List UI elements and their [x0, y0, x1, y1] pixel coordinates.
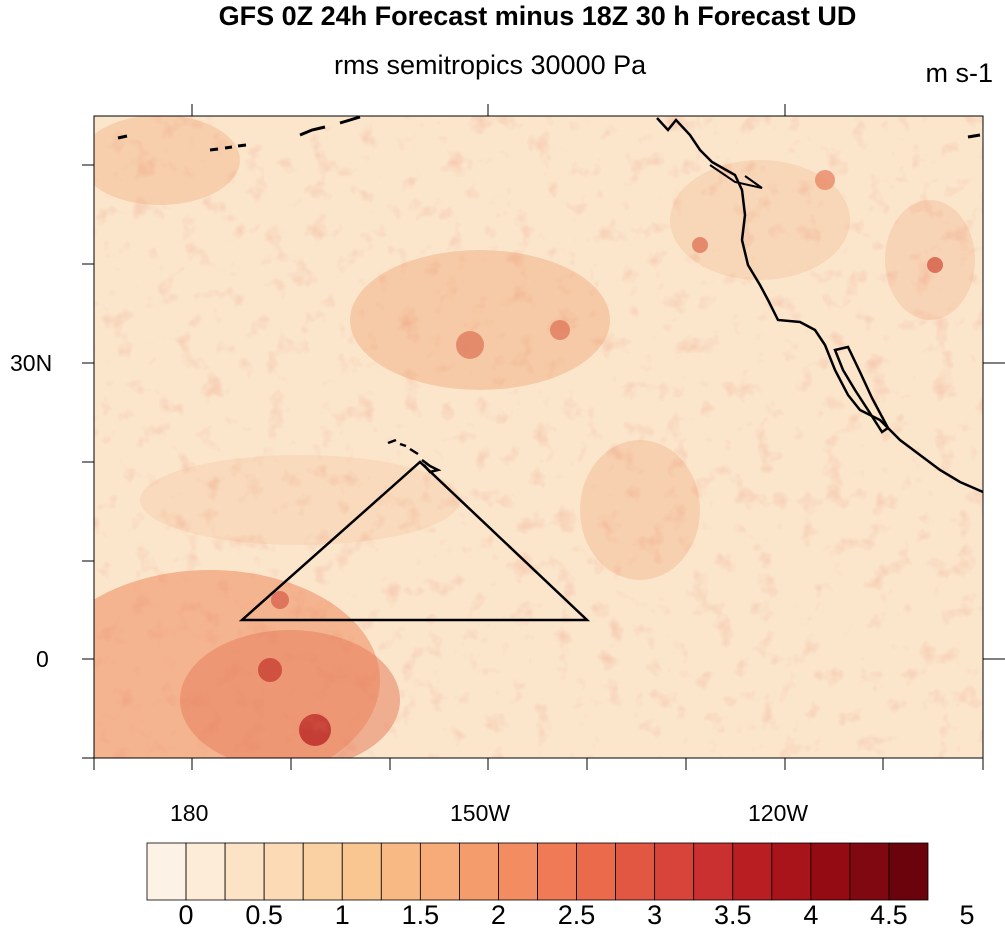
colorbar-box: [341, 842, 382, 901]
colorbar-label: 4: [803, 900, 819, 930]
chart-title: GFS 0Z 24h Forecast minus 18Z 30 h Forec…: [218, 1, 857, 31]
colorbar-box: [888, 842, 929, 901]
colorbar-label: 2: [490, 900, 506, 930]
colorbar-box: [302, 842, 343, 901]
colorbar-box: [849, 842, 890, 901]
colorbar-box: [615, 842, 656, 901]
colorbar-box: [419, 842, 460, 901]
map-frame: [93, 115, 984, 759]
hawaii-islands: [387, 438, 442, 474]
lon-label-150w: 150W: [450, 800, 511, 826]
baja-coastline: [833, 345, 890, 434]
colorbar-box: [498, 842, 538, 901]
colorbar-box: [732, 842, 773, 901]
axis-ticks: [82, 104, 1005, 770]
colorbar-label: 1: [334, 900, 350, 930]
colorbar-label: 0.5: [245, 900, 283, 930]
lon-label-120w: 120W: [748, 800, 809, 826]
lat-label-0: 0: [36, 646, 49, 672]
colorbar-label: 3: [647, 900, 663, 930]
colorbar-label: 2.5: [557, 900, 596, 930]
region-triangle: [238, 460, 591, 622]
colorbar-box: [263, 842, 304, 901]
colorbar: [146, 842, 929, 901]
colorbar-box: [576, 842, 616, 901]
colorbar-label: 3.5: [713, 900, 752, 930]
colorbar-box: [458, 842, 499, 901]
lon-label-180: 180: [170, 800, 209, 826]
colorbar-box: [693, 842, 734, 901]
coastline: [656, 117, 983, 494]
map-field: [94, 116, 983, 758]
colorbar-box: [224, 842, 265, 901]
colorbar-label: 0: [178, 900, 194, 930]
colorbar-label: 1.5: [401, 900, 440, 930]
units-label: m s-1: [925, 58, 994, 88]
colorbar-box: [654, 842, 695, 901]
colorbar-box: [537, 842, 577, 901]
colorbar-box: [146, 842, 187, 901]
colorbar-box: [380, 842, 421, 901]
chart-subtitle: rms semitropics 30000 Pa: [334, 50, 647, 80]
colorbar-box: [771, 842, 812, 901]
colorbar-box: [810, 842, 851, 901]
lat-label-30n: 30N: [10, 350, 53, 376]
colorbar-box: [185, 842, 226, 901]
colorbar-label: 4.5: [870, 900, 908, 930]
colorbar-label: 5: [959, 900, 975, 930]
